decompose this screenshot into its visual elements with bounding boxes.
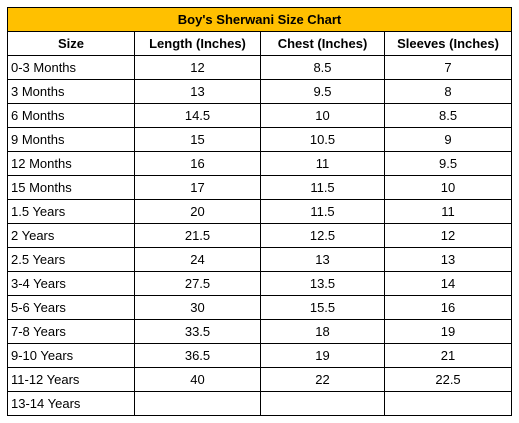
length-cell — [134, 391, 261, 416]
chest-cell: 8.5 — [260, 55, 385, 80]
length-cell: 20 — [134, 199, 261, 224]
sleeves-cell: 19 — [383, 319, 513, 344]
column-header-size: Size — [7, 31, 135, 56]
size-cell: 7-8 Years — [7, 319, 135, 344]
title-row: Boy's Sherwani Size Chart — [6, 7, 513, 32]
chest-cell: 22 — [260, 367, 385, 392]
length-cell: 17 — [134, 175, 261, 200]
sleeves-cell: 22.5 — [383, 367, 513, 392]
table-row: 2 Years 21.5 12.5 12 — [7, 223, 513, 248]
sleeves-cell: 21 — [383, 343, 513, 368]
table-row: 7-8 Years 33.5 18 19 — [7, 319, 513, 344]
table-row: 13-14 Years — [7, 391, 513, 416]
column-header-sleeves: Sleeves (Inches) — [383, 31, 513, 56]
chest-cell: 11 — [260, 151, 385, 176]
size-cell: 9-10 Years — [7, 343, 135, 368]
size-cell: 3-4 Years — [7, 271, 135, 296]
chest-cell: 9.5 — [260, 79, 385, 104]
header-row: Size Length (Inches) Chest (Inches) Slee… — [7, 31, 513, 56]
sleeves-cell: 8 — [383, 79, 513, 104]
size-rows: 0-3 Months 12 8.5 7 3 Months 13 9.5 8 6 Months 14… — [7, 55, 513, 416]
sleeves-cell: 8.5 — [383, 103, 513, 128]
chest-cell: 18 — [260, 319, 385, 344]
length-cell: 27.5 — [134, 271, 261, 296]
sleeves-cell: 11 — [383, 199, 513, 224]
size-chart-sheet: Boy's Sherwani Size Chart Size Length (I… — [6, 7, 513, 416]
chest-cell: 10.5 — [260, 127, 385, 152]
table-row: 9 Months 15 10.5 9 — [7, 127, 513, 152]
sleeves-cell: 7 — [383, 55, 513, 80]
length-cell: 30 — [134, 295, 261, 320]
sleeves-cell: 9.5 — [383, 151, 513, 176]
table-row: 12 Months 16 11 9.5 — [7, 151, 513, 176]
sleeves-cell: 9 — [383, 127, 513, 152]
table-row: 2.5 Years 24 13 13 — [7, 247, 513, 272]
sleeves-cell: 14 — [383, 271, 513, 296]
length-cell: 14.5 — [134, 103, 261, 128]
size-cell: 15 Months — [7, 175, 135, 200]
chest-cell — [260, 391, 385, 416]
sleeves-cell: 12 — [383, 223, 513, 248]
chest-cell: 15.5 — [260, 295, 385, 320]
length-cell: 24 — [134, 247, 261, 272]
size-cell: 9 Months — [7, 127, 135, 152]
chest-cell: 10 — [260, 103, 385, 128]
sleeves-cell: 16 — [383, 295, 513, 320]
length-cell: 16 — [134, 151, 261, 176]
table-row: 3 Months 13 9.5 8 — [7, 79, 513, 104]
chest-cell: 19 — [260, 343, 385, 368]
size-cell: 3 Months — [7, 79, 135, 104]
chest-cell: 12.5 — [260, 223, 385, 248]
column-header-chest: Chest (Inches) — [260, 31, 385, 56]
table-row: 6 Months 14.5 10 8.5 — [7, 103, 513, 128]
length-cell: 15 — [134, 127, 261, 152]
size-chart-table: Boy's Sherwani Size Chart Size Length (I… — [6, 7, 513, 416]
sleeves-cell: 13 — [383, 247, 513, 272]
length-cell: 12 — [134, 55, 261, 80]
size-cell: 11-12 Years — [7, 367, 135, 392]
table-row: 15 Months 17 11.5 10 — [7, 175, 513, 200]
table-row: 3-4 Years 27.5 13.5 14 — [7, 271, 513, 296]
chest-cell: 11.5 — [260, 199, 385, 224]
length-cell: 40 — [134, 367, 261, 392]
length-cell: 36.5 — [134, 343, 261, 368]
size-cell: 5-6 Years — [7, 295, 135, 320]
chest-cell: 11.5 — [260, 175, 385, 200]
size-cell: 2.5 Years — [7, 247, 135, 272]
size-cell: 0-3 Months — [7, 55, 135, 80]
column-header-length: Length (Inches) — [134, 31, 261, 56]
table-row: 9-10 Years 36.5 19 21 — [7, 343, 513, 368]
length-cell: 33.5 — [134, 319, 261, 344]
size-cell: 6 Months — [7, 103, 135, 128]
size-cell: 12 Months — [7, 151, 135, 176]
size-cell: 2 Years — [7, 223, 135, 248]
chest-cell: 13.5 — [260, 271, 385, 296]
chart-title: Boy's Sherwani Size Chart — [6, 7, 513, 32]
size-cell: 13-14 Years — [7, 391, 135, 416]
chest-cell: 13 — [260, 247, 385, 272]
table-row: 5-6 Years 30 15.5 16 — [7, 295, 513, 320]
table-row: 0-3 Months 12 8.5 7 — [7, 55, 513, 80]
length-cell: 21.5 — [134, 223, 261, 248]
length-cell: 13 — [134, 79, 261, 104]
sleeves-cell — [383, 391, 513, 416]
sleeves-cell: 10 — [383, 175, 513, 200]
size-cell: 1.5 Years — [7, 199, 135, 224]
table-row: 1.5 Years 20 11.5 11 — [7, 199, 513, 224]
table-row: 11-12 Years 40 22 22.5 — [7, 367, 513, 392]
